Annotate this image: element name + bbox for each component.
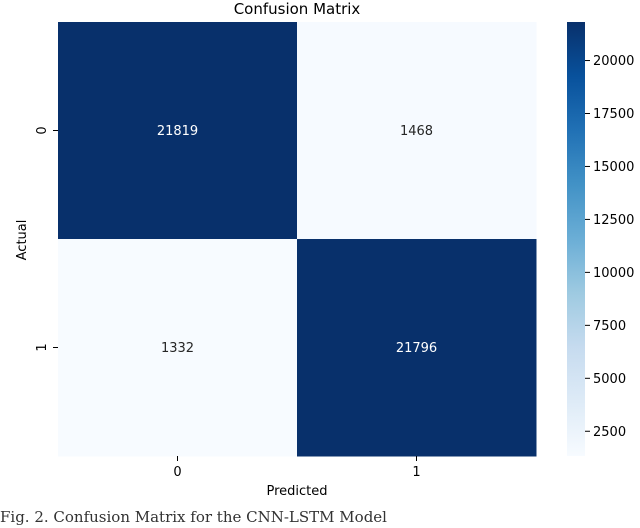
colorbar-tick-label: 2500 (593, 425, 626, 440)
colorbar (567, 22, 585, 456)
x-tick-label: 0 (173, 465, 181, 480)
colorbar-tick-label: 15000 (593, 160, 634, 175)
heatmap-cell (297, 239, 537, 457)
heatmap-cell (297, 22, 537, 240)
cell-value-label: 1468 (400, 124, 433, 139)
colorbar-tick-label: 7500 (593, 319, 626, 334)
colorbar-ticks: 2500 5000 7500 10000 12500 15000 17500 20000 (585, 54, 634, 440)
heatmap-cell (58, 22, 298, 240)
x-tick-label: 1 (412, 465, 420, 480)
y-tick-label: 1 (35, 343, 50, 351)
cell-value-label: 1332 (161, 341, 194, 356)
figure-caption: Fig. 2. Confusion Matrix for the CNN-LST… (0, 508, 387, 526)
cell-annotations: 21819 1468 1332 21796 (157, 124, 437, 356)
cell-value-label: 21819 (157, 124, 198, 139)
x-axis-label: Predicted (266, 484, 327, 499)
y-tick-label: 0 (35, 126, 50, 134)
colorbar-tick-label: 12500 (593, 213, 634, 228)
y-axis: 01 (35, 126, 58, 352)
colorbar-tick-label: 20000 (593, 54, 634, 69)
colorbar-tick-label: 5000 (593, 372, 626, 387)
y-axis-label: Actual (15, 220, 30, 261)
heatmap-cell (58, 239, 298, 457)
heatmap-cells (58, 22, 537, 457)
cell-value-label: 21796 (396, 341, 437, 356)
colorbar-tick-label: 17500 (593, 107, 634, 122)
chart-title: Confusion Matrix (234, 0, 361, 18)
colorbar-tick-label: 10000 (593, 266, 634, 281)
